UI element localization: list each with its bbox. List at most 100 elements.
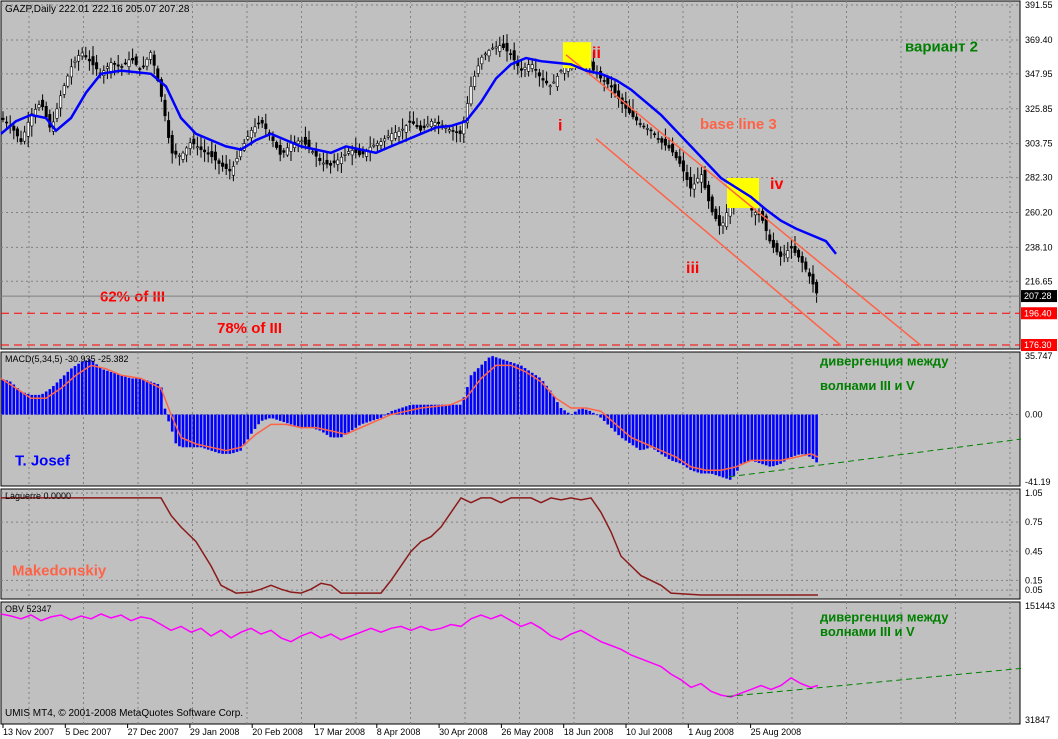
candle-body (789, 246, 793, 249)
chart-annotation: волнами III и V (820, 624, 915, 639)
candle-body (123, 62, 127, 65)
macd-bar (592, 412, 595, 415)
candle-body (224, 163, 228, 169)
candle-body (185, 147, 189, 156)
candle-body (415, 124, 419, 128)
panel-1: 391.55 369.40 347.95 325.85 303.75 282.30 260.… (0, 0, 1057, 351)
macd-bar (102, 369, 106, 415)
macd-bar (120, 375, 124, 415)
candle-body (591, 61, 595, 71)
macd-bar (217, 414, 221, 454)
macd-bar (23, 392, 26, 415)
macd-bar (253, 414, 257, 429)
candle-body (15, 128, 19, 137)
channel-line (565, 54, 922, 347)
macd-bar (131, 378, 134, 415)
candle-body (663, 138, 667, 146)
macd-bar (775, 414, 779, 465)
macd-bar (437, 404, 440, 415)
candle-body (127, 59, 131, 67)
macd-bar (278, 414, 282, 421)
macd-bar (538, 377, 541, 415)
macd-bar (390, 411, 394, 415)
macd-bar (595, 414, 599, 416)
y-tick-label: 0.05 (1025, 585, 1043, 595)
macd-bar (469, 375, 473, 415)
candle-body (437, 121, 441, 124)
chart-annotation: T. Josef (15, 452, 71, 469)
macd-bar (617, 414, 620, 436)
candle-body (559, 70, 563, 72)
chart-annotation: iv (770, 176, 783, 193)
y-tick-label: 0.75 (1025, 517, 1043, 527)
macd-bar (221, 414, 224, 454)
macd-bar (678, 414, 682, 464)
macd-bar (527, 370, 530, 415)
macd-bar (448, 404, 451, 415)
candle-body (343, 154, 347, 156)
candle-body (192, 138, 196, 145)
channel-line (595, 138, 842, 347)
macd-bar (196, 414, 199, 448)
candle-body (372, 144, 376, 147)
macd-bar (318, 414, 322, 431)
macd-bar (786, 414, 790, 460)
macd-bar (718, 414, 721, 477)
candle-body (221, 162, 225, 167)
candle-body (422, 125, 426, 128)
macd-bar (635, 414, 638, 448)
candle-body (62, 85, 66, 95)
macd-bar (602, 414, 606, 421)
candle-body (429, 121, 433, 127)
candle-body (552, 81, 556, 84)
y-tick-label: 260.20 (1025, 207, 1053, 217)
candle-body (649, 129, 653, 132)
candle-body (329, 163, 333, 166)
macd-bar (707, 414, 710, 474)
y-tick-label: 238.10 (1025, 242, 1053, 252)
macd-bar (768, 414, 772, 467)
candle-body (311, 151, 315, 153)
macd-bar (656, 414, 660, 453)
macd-bar (239, 414, 242, 451)
macd-bar (484, 361, 487, 415)
macd-bar (534, 375, 538, 415)
macd-bar (8, 381, 12, 415)
macd-bar (394, 409, 397, 415)
candle-body (37, 104, 41, 108)
candle-body (145, 58, 149, 67)
candle-body (613, 84, 617, 94)
macd-bar (109, 371, 113, 415)
candle-body (498, 45, 502, 52)
macd-bar (689, 414, 692, 470)
y-tick-label: 0.15 (1025, 575, 1043, 585)
candle-body (519, 68, 523, 71)
macd-bar (322, 414, 325, 433)
candle-body (537, 72, 541, 77)
macd-bar (649, 414, 653, 448)
candle-body (271, 136, 275, 142)
macd-bar (631, 414, 635, 446)
candle-body (530, 64, 534, 69)
candle-body (480, 56, 484, 65)
macd-bar (653, 414, 656, 450)
candle-body (411, 121, 415, 124)
candle-body (476, 65, 480, 74)
candle-body (44, 106, 48, 118)
macd-bar (142, 379, 145, 415)
candle-body (77, 55, 81, 62)
macd-bar (358, 414, 361, 426)
macd-bar (505, 360, 509, 415)
symbol-info: GAZP,Daily 222.01 222.16 205.07 207.28 (5, 4, 190, 15)
macd-signal-line (0, 364, 819, 471)
macd-bar (228, 414, 232, 454)
candle-body (721, 222, 725, 227)
copyright: UMIS MT4, © 2001-2008 MetaQuotes Softwar… (5, 708, 243, 719)
macd-bar (70, 368, 73, 415)
candle-body (131, 58, 135, 61)
x-tick-label: 18 Jun 2008 (564, 727, 614, 737)
macd-bar (440, 404, 444, 415)
macd-bar (152, 382, 156, 415)
macd-bar (714, 414, 718, 476)
